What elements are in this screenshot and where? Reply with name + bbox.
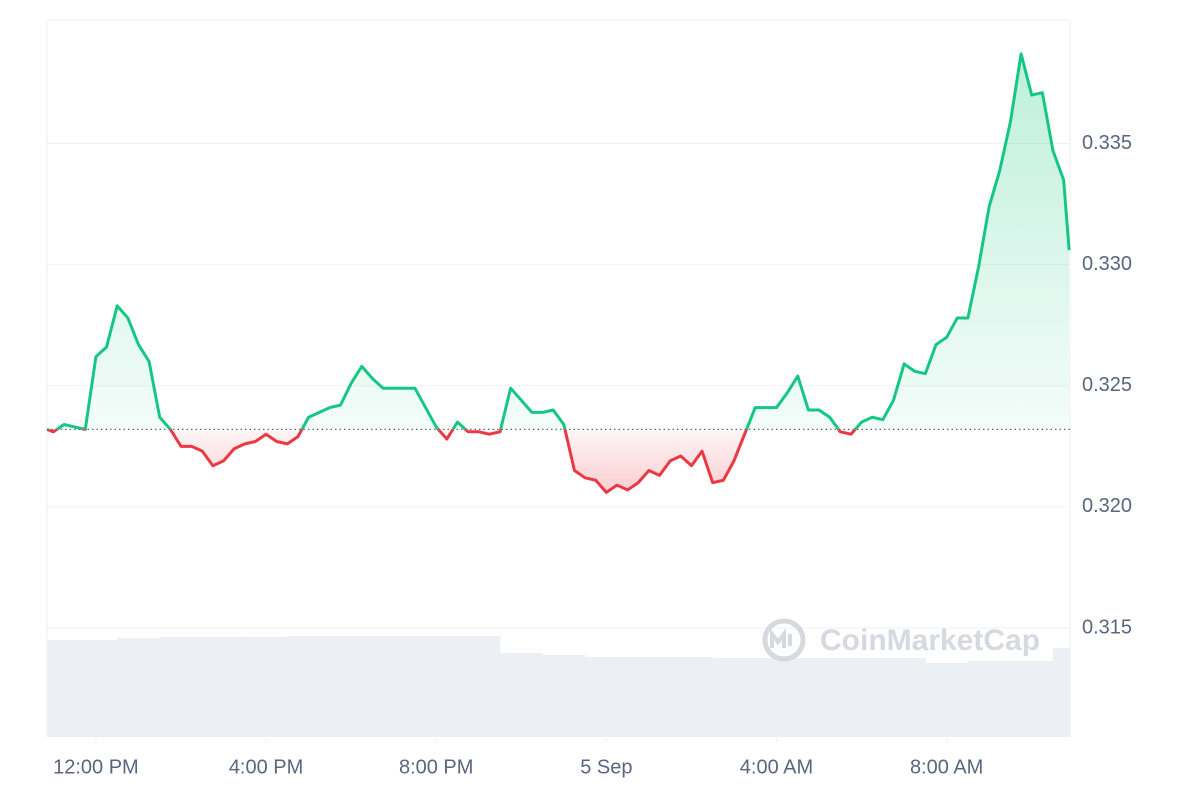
volume-bar (967, 661, 1011, 737)
volume-bar (202, 637, 246, 737)
x-tick-label: 8:00 PM (399, 756, 473, 778)
watermark-logo (762, 618, 806, 662)
watermark-logo-mark (770, 628, 792, 648)
volume-bar (1052, 648, 1070, 737)
watermark-text: CoinMarketCap (820, 624, 1040, 657)
volume-bar (329, 636, 373, 737)
volume-bar (670, 657, 714, 737)
x-tick-label: 4:00 AM (740, 756, 813, 778)
volume-bar (47, 640, 76, 737)
x-tick-label: 4:00 PM (229, 756, 303, 778)
area-above (47, 53, 1070, 430)
price-line-below (46, 429, 858, 494)
volume-bar (414, 636, 458, 737)
price-plot (46, 52, 1071, 494)
volume-bars (47, 636, 1070, 737)
x-tick-label: 5 Sep (580, 756, 632, 778)
area-below (47, 429, 856, 493)
volume-bar (627, 657, 671, 737)
volume-bar (372, 636, 416, 737)
volume-bar (457, 636, 501, 737)
volume-bar (797, 658, 841, 737)
price-line-above (47, 52, 1071, 430)
volume-bar (840, 658, 884, 737)
volume-bar (712, 658, 756, 737)
x-tick-label: 12:00 PM (53, 756, 139, 778)
volume-bar (585, 657, 629, 737)
y-tick-label: 0.335 (1082, 132, 1132, 154)
volume-bar (755, 658, 799, 737)
volume-bar (244, 637, 288, 737)
volume-bar (159, 637, 203, 737)
y-tick-label: 0.315 (1082, 616, 1132, 638)
volume-bar (500, 653, 544, 737)
y-tick-label: 0.325 (1082, 374, 1132, 396)
volume-bar (925, 663, 969, 737)
y-tick-label: 0.330 (1082, 253, 1132, 275)
x-tick-label: 8:00 AM (910, 756, 983, 778)
y-tick-label: 0.320 (1082, 495, 1132, 517)
watermark: CoinMarketCap (762, 618, 1040, 662)
grid: 0.315 0.320 0.325 0.330 0.335 12:00 PM 4:00 PM… (47, 132, 1132, 778)
volume-bar (74, 640, 118, 737)
volume-bar (1010, 661, 1054, 737)
volume-bar (287, 636, 331, 737)
volume-bar (542, 655, 586, 737)
volume-bar (117, 638, 161, 737)
volume-bar (882, 658, 926, 737)
